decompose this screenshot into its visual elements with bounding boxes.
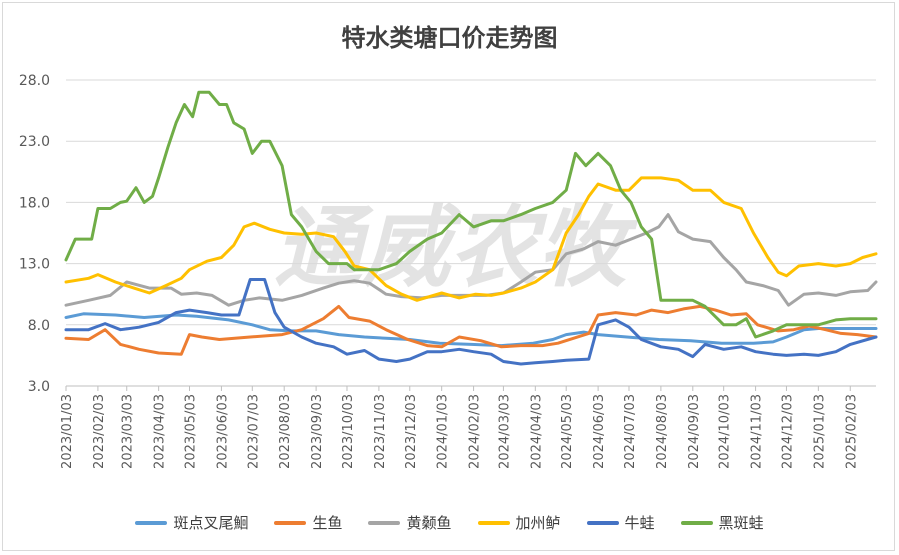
series-line (64, 278, 878, 366)
y-tick-label: 13.0 (19, 257, 50, 273)
x-tick-label: 2024/07/03 (623, 394, 638, 469)
y-tick-label: 18.0 (19, 195, 50, 211)
legend-swatch (274, 520, 307, 525)
y-tick-label: 3.0 (28, 379, 50, 395)
x-tick-label: 2023/11/03 (373, 394, 388, 469)
series-line (64, 304, 878, 356)
legend-item: 牛蛙 (586, 512, 655, 533)
series-line (64, 176, 878, 302)
legend-label: 生鱼 (312, 514, 343, 532)
x-tick-label: 2024/02/03 (468, 394, 483, 469)
legend-swatch (586, 520, 619, 525)
x-tick-label: 2025/02/03 (844, 394, 859, 469)
x-tick-label: 2023/06/03 (215, 394, 230, 469)
x-tick-label: 2025/01/03 (812, 394, 827, 469)
legend-label: 黄颡鱼 (406, 514, 452, 532)
legend: 斑点叉尾鮰 生鱼 黄颡鱼 加州鲈 牛蛙 黑斑蛙 (0, 512, 899, 533)
y-tick-label: 28.0 (19, 73, 50, 89)
x-tick-label: 2023/08/03 (278, 394, 293, 469)
x-tick-label: 2023/12/03 (404, 394, 419, 469)
x-axis: 2023/01/03 2023/02/03 2023/03/03 2023/04/03… (60, 385, 876, 469)
chart-title: 特水类塘口价走势图 (341, 23, 558, 52)
legend-swatch (368, 520, 401, 525)
legend-swatch (477, 520, 510, 525)
legend-item: 黑斑蛙 (680, 512, 764, 533)
y-axis: 3.0 8.0 13.0 18.0 23.0 28.0 (19, 73, 50, 395)
x-tick-label: 2024/05/03 (560, 394, 575, 469)
x-tick-label: 2023/04/03 (153, 394, 168, 469)
series-line (64, 312, 878, 348)
legend-swatch (135, 520, 168, 525)
x-tick-label: 2024/10/03 (718, 394, 733, 469)
legend-label: 牛蛙 (624, 514, 655, 532)
y-tick-label: 8.0 (28, 318, 50, 334)
legend-item: 生鱼 (274, 512, 342, 533)
x-tick-label: 2024/11/03 (750, 394, 765, 469)
series-lines (64, 90, 878, 366)
x-tick-label: 2024/09/03 (687, 394, 702, 469)
x-tick-label: 2024/08/03 (655, 394, 670, 469)
legend-item: 加州鲈 (477, 512, 561, 533)
x-tick-label: 2024/04/03 (529, 394, 544, 469)
x-tick-label: 2023/05/03 (184, 394, 199, 469)
legend-label: 黑斑蛙 (718, 514, 764, 532)
legend-swatch (680, 520, 713, 525)
watermark-text: 通威农牧 (274, 196, 638, 299)
x-tick-label: 2023/03/03 (121, 394, 136, 469)
x-tick-label: 2024/01/03 (436, 394, 451, 469)
y-tick-label: 23.0 (19, 134, 50, 150)
series-line (64, 213, 878, 307)
x-tick-label: 2024/12/03 (780, 394, 795, 469)
series-line (64, 90, 878, 339)
legend-item: 斑点叉尾鮰 (135, 512, 248, 533)
x-tick-label: 2023/02/03 (92, 394, 107, 469)
legend-label: 加州鲈 (515, 514, 561, 532)
x-tick-label: 2023/07/03 (246, 394, 261, 469)
legend-item: 黄颡鱼 (368, 512, 452, 533)
x-tick-label: 2023/01/03 (60, 394, 75, 469)
x-tick-label: 2024/03/03 (497, 394, 512, 469)
x-tick-label: 2023/09/03 (310, 394, 325, 469)
watermark: 通威农牧 (274, 196, 638, 299)
x-tick-label: 2024/06/03 (592, 394, 607, 469)
legend-label: 斑点叉尾鮰 (173, 514, 249, 532)
x-tick-label: 2023/10/03 (341, 394, 356, 469)
